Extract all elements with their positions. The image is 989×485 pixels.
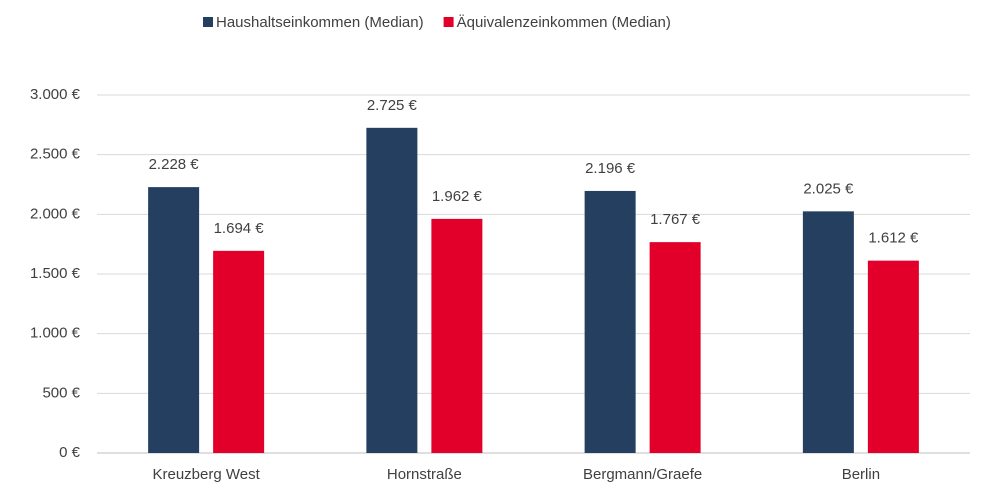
bar (867, 260, 919, 453)
y-tick-label: 1.500 € (30, 265, 81, 282)
data-label: 1.962 € (432, 188, 483, 205)
y-tick-label: 500 € (42, 384, 80, 401)
y-tick-label: 2.500 € (30, 146, 81, 163)
bar (148, 187, 200, 453)
legend-swatch (443, 17, 454, 27)
data-label: 2.725 € (367, 97, 418, 114)
y-tick-label: 2.000 € (30, 205, 81, 222)
data-label: 1.694 € (214, 220, 265, 237)
legend-swatch (203, 17, 213, 27)
bar (649, 242, 701, 453)
data-label: 2.196 € (585, 160, 636, 177)
bar (584, 190, 636, 453)
legend-label: Äquivalenzeinkommen (Median) (457, 14, 671, 31)
x-tick-label: Kreuzberg West (152, 466, 260, 483)
bar (213, 250, 265, 453)
data-label: 2.025 € (803, 180, 854, 197)
y-tick-label: 3.000 € (30, 86, 81, 103)
bar (802, 211, 854, 453)
data-label: 1.612 € (868, 230, 919, 247)
x-tick-label: Bergmann/Graefe (583, 466, 702, 483)
x-tick-label: Berlin (842, 466, 880, 483)
data-label: 1.767 € (650, 211, 701, 228)
bar (431, 218, 483, 453)
y-tick-label: 0 € (59, 444, 81, 461)
bar (366, 127, 418, 454)
y-tick-label: 1.000 € (30, 325, 81, 342)
data-label: 2.228 € (149, 156, 200, 173)
legend-label: Haushaltseinkommen (Median) (216, 14, 424, 31)
x-tick-label: Hornstraße (387, 466, 462, 483)
